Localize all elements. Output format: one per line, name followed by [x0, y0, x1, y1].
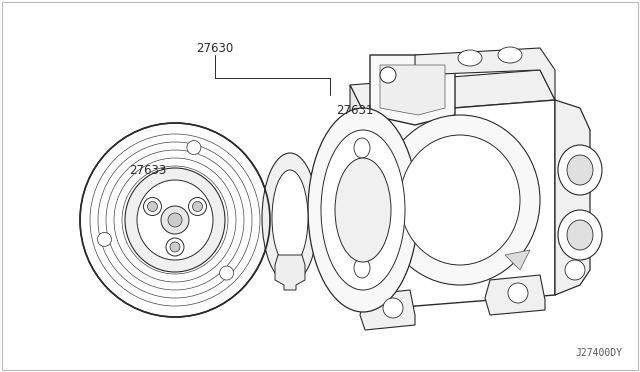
Ellipse shape — [97, 232, 111, 246]
Polygon shape — [485, 275, 545, 315]
Text: J27400DY: J27400DY — [575, 348, 622, 358]
Text: 27631: 27631 — [336, 103, 374, 116]
Ellipse shape — [168, 213, 182, 227]
Ellipse shape — [170, 242, 180, 252]
Ellipse shape — [567, 220, 593, 250]
Ellipse shape — [187, 141, 201, 154]
Ellipse shape — [380, 67, 396, 83]
Ellipse shape — [508, 283, 528, 303]
Polygon shape — [350, 125, 375, 165]
Text: 27630: 27630 — [196, 42, 234, 55]
Ellipse shape — [565, 260, 585, 280]
Ellipse shape — [321, 130, 405, 290]
Polygon shape — [505, 250, 530, 270]
Ellipse shape — [166, 238, 184, 256]
Ellipse shape — [220, 266, 234, 280]
Ellipse shape — [458, 50, 482, 66]
Ellipse shape — [80, 123, 270, 317]
Ellipse shape — [125, 168, 225, 272]
Ellipse shape — [262, 153, 318, 283]
Ellipse shape — [380, 115, 540, 285]
Ellipse shape — [354, 258, 370, 278]
Ellipse shape — [567, 155, 593, 185]
Polygon shape — [350, 250, 375, 285]
Polygon shape — [380, 65, 445, 115]
Ellipse shape — [272, 170, 308, 266]
Polygon shape — [350, 85, 365, 310]
Polygon shape — [555, 100, 590, 295]
Polygon shape — [365, 100, 555, 310]
Polygon shape — [350, 70, 555, 115]
Polygon shape — [360, 290, 415, 330]
Ellipse shape — [161, 206, 189, 234]
Polygon shape — [415, 48, 555, 100]
Ellipse shape — [193, 202, 202, 212]
Ellipse shape — [137, 180, 213, 260]
Ellipse shape — [308, 108, 418, 312]
Text: 27633: 27633 — [129, 164, 166, 176]
Ellipse shape — [335, 158, 391, 262]
Ellipse shape — [189, 198, 207, 215]
Ellipse shape — [498, 47, 522, 63]
Ellipse shape — [383, 298, 403, 318]
Ellipse shape — [558, 145, 602, 195]
Ellipse shape — [400, 135, 520, 265]
Ellipse shape — [558, 210, 602, 260]
Ellipse shape — [147, 202, 157, 212]
Ellipse shape — [143, 198, 161, 215]
Polygon shape — [370, 55, 455, 125]
Ellipse shape — [354, 138, 370, 158]
Polygon shape — [275, 255, 305, 290]
